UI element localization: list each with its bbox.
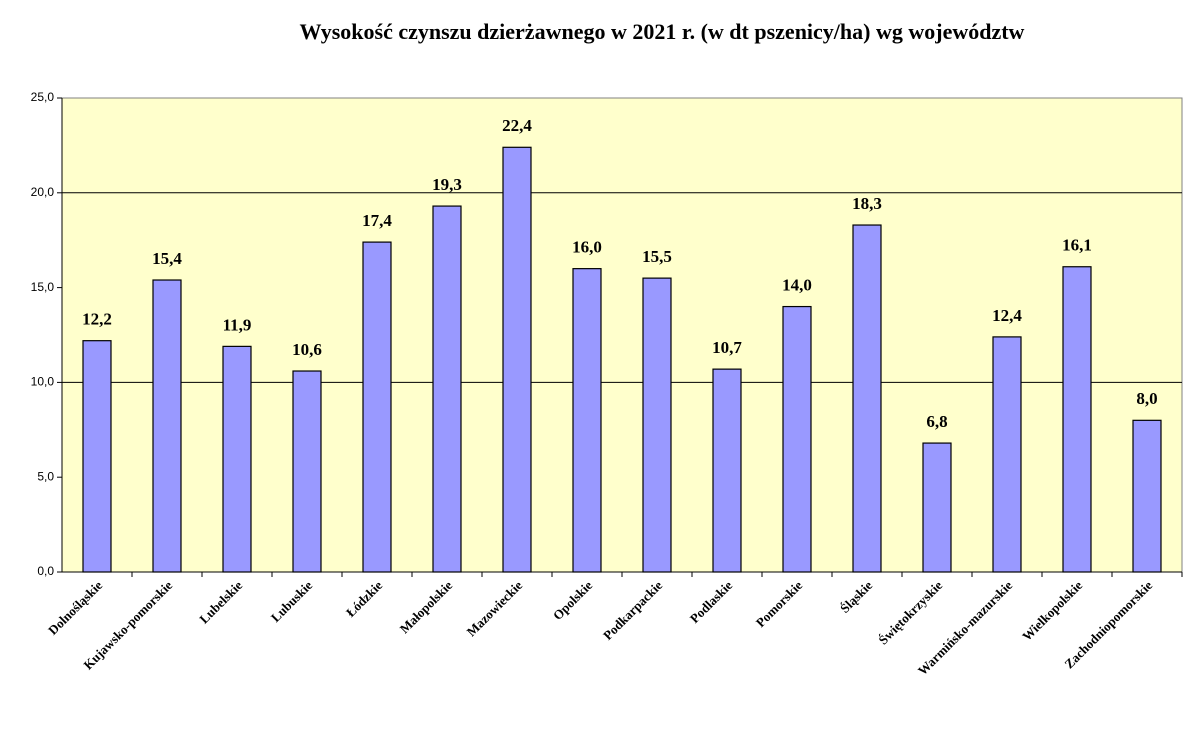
x-tick-label: Opolskie bbox=[550, 577, 596, 623]
bar bbox=[1062, 266, 1092, 573]
x-tick-label: Podkarpackie bbox=[600, 577, 665, 642]
y-tick-label: 25,0 bbox=[31, 90, 55, 104]
value-label: 22,4 bbox=[502, 116, 532, 135]
value-label: 15,5 bbox=[642, 247, 672, 266]
x-tick-label: Lubuskie bbox=[268, 577, 316, 625]
value-label: 16,0 bbox=[572, 238, 602, 257]
x-tick-label: Wielkopolskie bbox=[1019, 577, 1085, 643]
bar bbox=[852, 224, 882, 573]
bar bbox=[922, 442, 952, 573]
bar bbox=[362, 241, 392, 573]
bar bbox=[1132, 419, 1162, 573]
value-label: 8,0 bbox=[1136, 389, 1157, 408]
value-label: 12,2 bbox=[82, 310, 112, 329]
bar bbox=[712, 368, 742, 573]
value-label: 6,8 bbox=[926, 412, 947, 431]
value-label: 16,1 bbox=[1062, 236, 1092, 255]
x-tick-label: Śląskie bbox=[837, 577, 875, 615]
chart-title: Wysokość czynszu dzierżawnego w 2021 r. … bbox=[300, 19, 1025, 44]
y-tick-label: 20,0 bbox=[31, 185, 55, 199]
x-tick-label: Łódzkie bbox=[343, 577, 385, 619]
bar bbox=[642, 277, 672, 573]
value-label: 10,6 bbox=[292, 340, 322, 359]
value-label: 11,9 bbox=[223, 315, 252, 334]
x-tick-label: Świętokrzyskie bbox=[875, 577, 945, 647]
x-tick-label: Pomorskie bbox=[753, 577, 806, 630]
y-tick-label: 0,0 bbox=[37, 564, 54, 578]
bar bbox=[782, 305, 812, 573]
value-label: 14,0 bbox=[782, 275, 812, 294]
bar bbox=[152, 279, 182, 573]
bar bbox=[222, 345, 252, 573]
x-tick-label: Dolnośląskie bbox=[45, 577, 105, 637]
value-label: 18,3 bbox=[852, 194, 882, 213]
x-tick-label: Mazowieckie bbox=[464, 577, 526, 639]
bar bbox=[432, 205, 462, 573]
value-label: 10,7 bbox=[712, 338, 742, 357]
bar bbox=[502, 146, 532, 573]
value-label: 12,4 bbox=[992, 306, 1022, 325]
value-label: 17,4 bbox=[362, 211, 392, 230]
x-tick-label: Małopolskie bbox=[397, 577, 456, 636]
y-tick-label: 10,0 bbox=[31, 375, 55, 389]
value-label: 19,3 bbox=[432, 175, 462, 194]
x-tick-label: Podlaskie bbox=[687, 577, 736, 626]
y-tick-label: 15,0 bbox=[31, 280, 55, 294]
bar bbox=[992, 336, 1022, 573]
y-tick-label: 5,0 bbox=[37, 469, 54, 483]
bar bbox=[82, 340, 112, 573]
x-tick-label: Lubelskie bbox=[196, 577, 245, 626]
value-label: 15,4 bbox=[152, 249, 182, 268]
bar bbox=[572, 268, 602, 573]
bar bbox=[292, 370, 322, 573]
